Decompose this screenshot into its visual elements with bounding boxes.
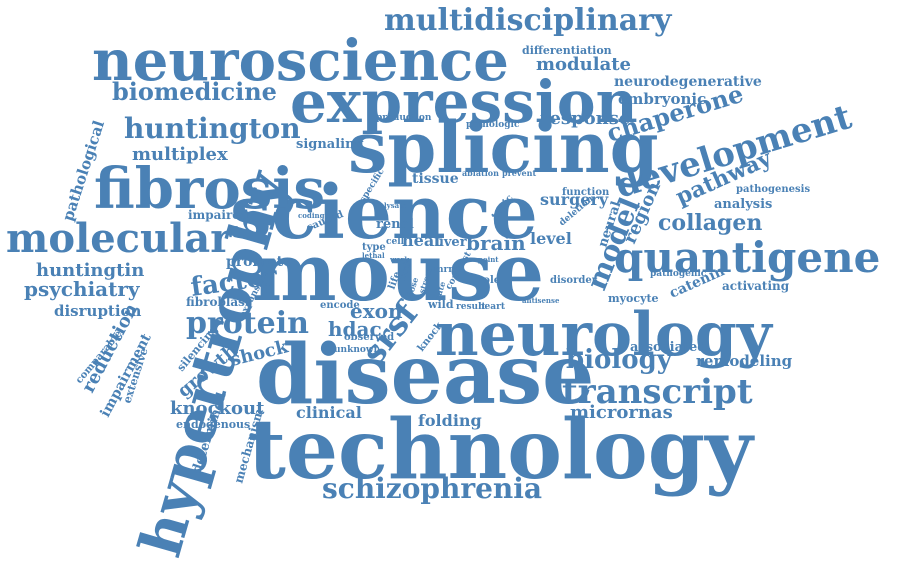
cloud-word-wild: wild <box>427 298 454 311</box>
cloud-word-micrornas: micrornas <box>570 402 673 423</box>
cloud-word-exon: exon <box>350 299 403 323</box>
cloud-word-point: point <box>478 255 499 264</box>
cloud-word-myocyte: myocyte <box>608 292 659 305</box>
cloud-word-embryonic: embryonic <box>618 90 706 108</box>
cloud-word-biomedicine: biomedicine <box>112 77 277 106</box>
cloud-word-biology: biology <box>566 345 673 375</box>
cloud-word-disorder: disorder <box>550 275 598 286</box>
cloud-word-analysis: analysis <box>714 197 772 212</box>
cloud-word-molecular: molecular <box>6 215 232 262</box>
cloud-word-associated: associated <box>630 340 706 355</box>
cloud-word-promote: promote <box>226 254 292 270</box>
cloud-word-differentiation: differentiation <box>522 44 612 57</box>
cloud-word-fibroblast: fibroblast <box>186 295 251 309</box>
cloud-word-cell: cell <box>386 237 405 247</box>
cloud-word-liver: liver <box>434 235 467 250</box>
cloud-word-type: type <box>362 242 386 253</box>
cloud-word-impaired: impaired <box>188 208 249 222</box>
cloud-word-fibrosis: fibrosis <box>94 156 325 222</box>
cloud-word-mrna: mrna <box>434 265 461 275</box>
cloud-word-signaling: signaling <box>296 137 364 152</box>
cloud-word-mouse: mouse <box>252 225 544 319</box>
cloud-word-transcript: transcript <box>562 372 753 412</box>
cloud-word-technology: technology <box>248 402 755 498</box>
cloud-word-multidisciplinary: multidisciplinary <box>384 3 673 38</box>
cloud-word-result: result <box>456 302 486 312</box>
cloud-word-multiplex: multiplex <box>132 144 228 165</box>
cloud-word-role: role <box>478 275 500 286</box>
cloud-word-hdac: hdac <box>328 317 382 341</box>
cloud-word-activating: activating <box>722 279 790 293</box>
cloud-word-pathogenic: pathogenic <box>650 269 707 279</box>
cloud-word-modulate: modulate <box>536 54 631 75</box>
cloud-word-folding: folding <box>418 411 482 430</box>
cloud-word-encode: encode <box>320 300 360 311</box>
cloud-word-neuroscience: neuroscience <box>92 28 509 94</box>
cloud-word-heart: heart <box>478 302 506 312</box>
cloud-word-response: response <box>540 108 630 129</box>
cloud-word-production: production <box>376 113 432 123</box>
cloud-word-quantigene: quantigene <box>614 233 880 282</box>
cloud-word-disease: disease <box>256 327 594 423</box>
cloud-word-huntington: huntington <box>124 112 301 145</box>
cloud-word-huntingtin: huntingtin <box>36 260 144 281</box>
cloud-word-neurology: neurology <box>435 300 774 370</box>
cloud-word-coding: coding <box>298 211 325 220</box>
cloud-word-work: work <box>389 255 409 264</box>
cloud-word-ablation: ablation <box>462 168 499 178</box>
cloud-word-function: function <box>562 187 610 198</box>
cloud-word-neurodegenerative: neurodegenerative <box>614 74 762 90</box>
cloud-word-protein: protein <box>186 306 309 341</box>
cloud-word-clinical: clinical <box>296 403 362 422</box>
cloud-word-disruption: disruption <box>54 302 142 320</box>
cloud-word-brain: brain <box>466 231 526 255</box>
cloud-word-expression: expression <box>290 68 638 136</box>
cloud-word-lysate: lysate <box>384 201 407 210</box>
cloud-word-pathogenesis: pathogenesis <box>736 184 810 195</box>
cloud-word-heat: heat <box>402 231 442 250</box>
cloud-word-lethal: lethal <box>362 251 385 260</box>
cloud-word-knockout: knockout <box>170 398 265 419</box>
cloud-word-surgery: surgery <box>540 190 609 209</box>
cloud-word-endogenous: endogenous <box>176 418 250 431</box>
cloud-word-science: science <box>230 170 538 256</box>
cloud-word-prevent: prevent <box>502 168 536 178</box>
cloud-word-schizophrenia: schizophrenia <box>322 472 542 505</box>
cloud-word-splicing: splicing <box>348 106 659 189</box>
cloud-word-pathologic: pathologic <box>466 120 520 130</box>
cloud-word-remodeling: remodeling <box>696 352 793 370</box>
cloud-word-unknown: unknown <box>334 345 381 355</box>
cloud-word-renal: renal <box>376 217 414 232</box>
cloud-word-antisense: antisense <box>522 296 560 305</box>
cloud-word-collagen: collagen <box>658 210 762 236</box>
cloud-word-psychiatry: psychiatry <box>24 277 141 301</box>
cloud-word-level: level <box>530 229 572 248</box>
cloud-word-tissue: tissue <box>412 171 459 187</box>
cloud-word-observed: observed <box>344 332 394 343</box>
